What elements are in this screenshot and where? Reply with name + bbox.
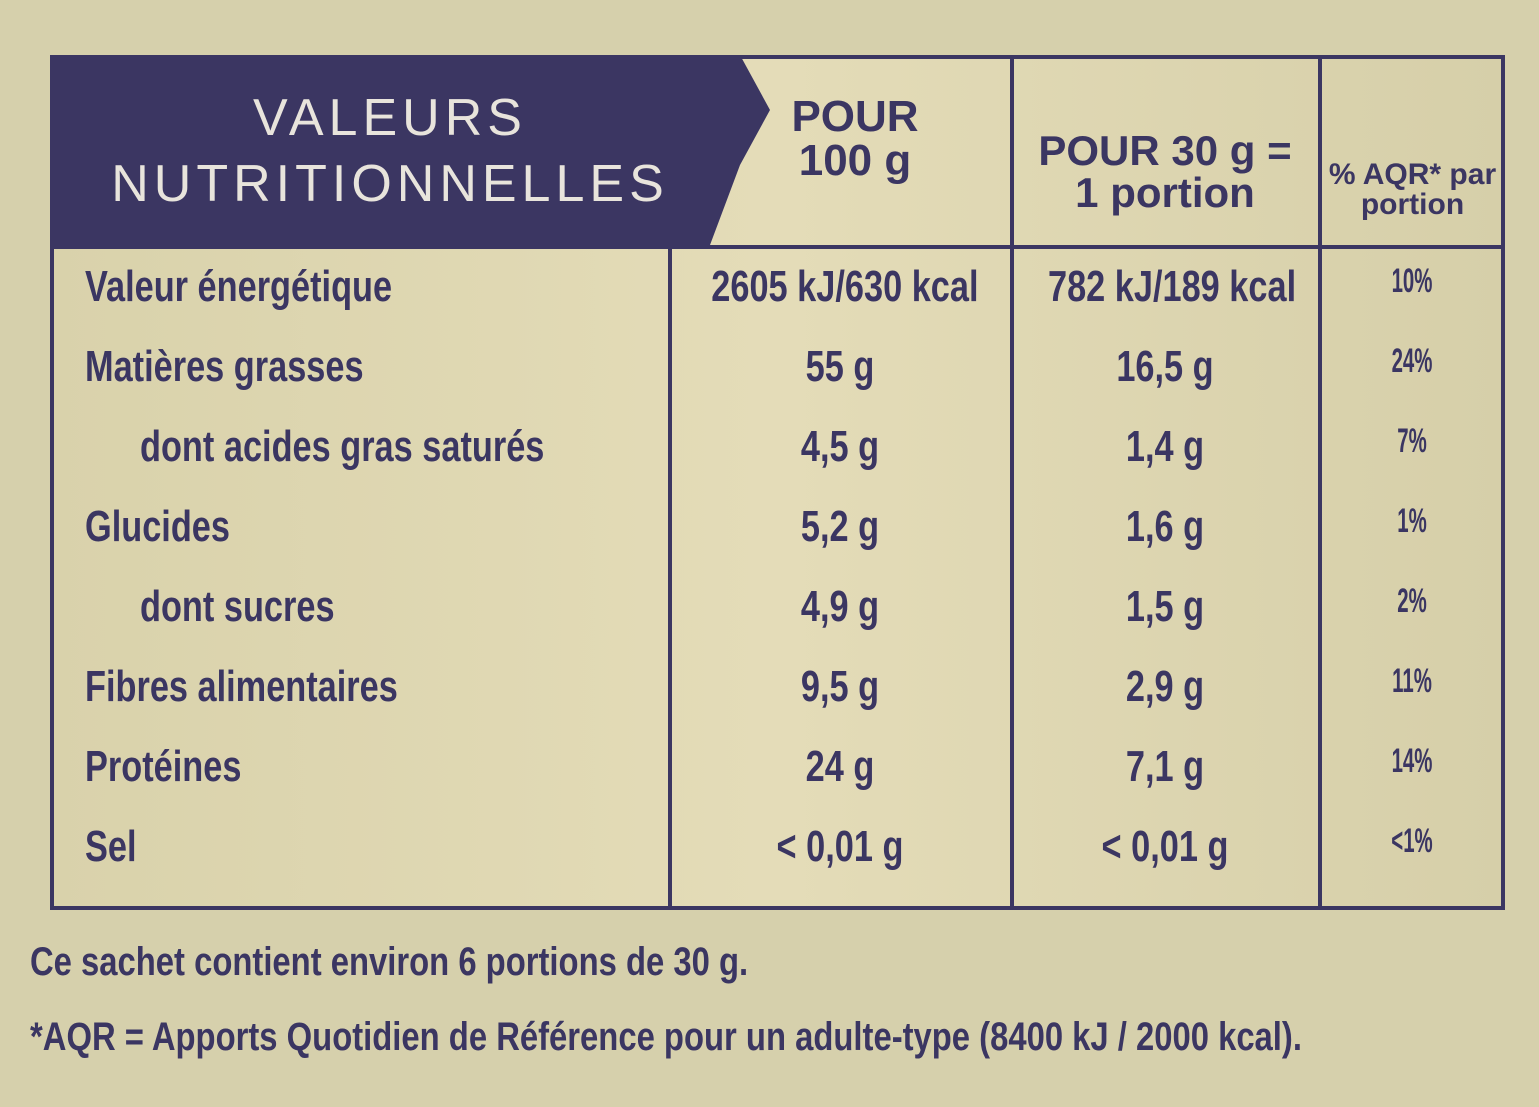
table-title: VALEURS NUTRITIONNELLES (111, 89, 669, 213)
value-cell: < 0,01 g (776, 822, 904, 871)
value-cell: <1% (1391, 822, 1433, 860)
value-cell: 55 g (805, 342, 875, 391)
value-cell: 5,2 g (800, 502, 880, 551)
value-cell: 16,5 g (1116, 342, 1214, 391)
footnote: *AQR = Apports Quotidien de Référence po… (30, 1015, 1302, 1059)
column-header: % AQR* par portion (1328, 158, 1497, 221)
value-cell: < 0,01 g (1101, 822, 1229, 871)
nutrient-label: Protéines (85, 742, 242, 791)
value-cell: 9,5 g (800, 662, 880, 711)
value-cell: 2605 kJ/630 kcal (711, 262, 979, 311)
value-cell: 7,1 g (1125, 742, 1205, 791)
header-banner (50, 55, 770, 245)
column-rule (1318, 55, 1322, 910)
value-cell: 24% (1391, 342, 1433, 380)
footnote: Ce sachet contient environ 6 portions de… (30, 940, 749, 984)
value-cell: 2% (1397, 582, 1427, 620)
value-cell: 7% (1397, 422, 1427, 460)
value-cell: 1% (1397, 502, 1427, 540)
column-header: POUR 30 g = 1 portion (1038, 127, 1292, 216)
value-cell: 4,5 g (800, 422, 880, 471)
nutrient-label: Valeur énergétique (85, 262, 393, 311)
value-cell: 4,9 g (800, 582, 880, 631)
nutrient-label: Fibres alimentaires (85, 662, 398, 711)
nutrient-label: Glucides (85, 502, 230, 551)
nutrient-label: Matières grasses (85, 342, 364, 391)
nutrient-label: dont acides gras saturés (140, 422, 545, 471)
value-cell: 1,6 g (1125, 502, 1205, 551)
value-cell: 782 kJ/189 kcal (1048, 262, 1297, 311)
column-header: POUR 100 g (791, 92, 919, 185)
value-cell: 14% (1391, 742, 1433, 780)
column-rule (1010, 55, 1014, 910)
nutrient-label: dont sucres (140, 582, 335, 631)
value-cell: 11% (1392, 662, 1432, 700)
value-cell: 1,5 g (1125, 582, 1205, 631)
header-rule (50, 245, 1505, 249)
value-cell: 2,9 g (1125, 662, 1205, 711)
column-rule (668, 55, 672, 910)
nutrient-label: Sel (85, 822, 137, 871)
value-cell: 24 g (805, 742, 875, 791)
value-cell: 1,4 g (1125, 422, 1205, 471)
value-cell: 10% (1391, 262, 1433, 300)
